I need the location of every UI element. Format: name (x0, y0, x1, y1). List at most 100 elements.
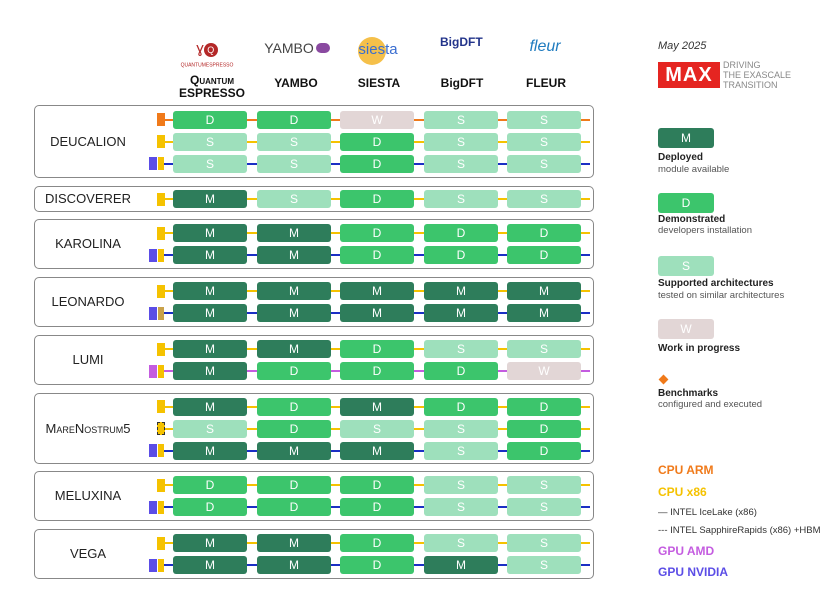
arch-tag-cpu-arm-chip-icon (157, 113, 165, 126)
status-cell: S (424, 154, 498, 173)
arch-tag-gpu-nvidia-chip-icon (158, 157, 164, 170)
max-tagline: DRIVING THE EXASCALE TRANSITION (723, 60, 792, 90)
status-cell: D (340, 498, 414, 516)
arch-tag-cpu-x86-chip-icon (157, 135, 165, 148)
status-cell: S (507, 190, 581, 208)
status-cell: S (173, 154, 247, 173)
status-cell: S (424, 110, 498, 129)
status-cell: W (507, 362, 581, 380)
arch-tag-gpu-nvidia-chip-icon (158, 444, 164, 457)
status-cell: S (424, 534, 498, 552)
status-cell: S (257, 154, 331, 173)
status-cell: M (173, 190, 247, 208)
status-cell: D (257, 476, 331, 494)
status-cell: D (340, 132, 414, 151)
status-cell: M (507, 282, 581, 300)
arch-tag-cpu-x86-chip-icon (157, 400, 165, 413)
arch-tag-gpu-nvidia-chip-icon (158, 558, 164, 572)
machine-name: LEONARDO (51, 294, 125, 309)
status-cell: S (507, 534, 581, 552)
qe-logo-circle: Q (203, 42, 218, 57)
machine-name: MELUXINA (54, 488, 122, 503)
code-name-yambo: YAMBO (274, 76, 318, 90)
status-cell: M (257, 340, 331, 358)
arch-gpu-nvidia: GPU NVIDIA (658, 565, 729, 579)
arch-tag-gpu-nvidia-icon (149, 444, 157, 457)
legend-title-deployed: Deployed (658, 152, 704, 163)
status-cell: D (340, 224, 414, 242)
siesta-logo-sun (358, 37, 386, 65)
machine-name: VEGA (69, 546, 107, 561)
status-cell: M (173, 282, 247, 300)
arch-tag-cpu-x86-chip-icon (157, 226, 165, 240)
arch-tag-gpu-amd-icon (149, 364, 157, 378)
status-cell: S (424, 340, 498, 358)
code-name-fleur: FLEUR (526, 76, 566, 90)
machine-name: LUMI (72, 352, 104, 367)
status-cell: M (424, 282, 498, 300)
arch-tag-gpu-nvidia-icon (149, 500, 157, 514)
status-cell: D (257, 110, 331, 129)
status-cell: S (257, 190, 331, 208)
status-cell: S (424, 441, 498, 460)
arch-tag-cpu-x86-chip-icon (157, 478, 165, 492)
status-cell: D (257, 397, 331, 416)
status-cell: S (340, 419, 414, 438)
status-cell: D (340, 476, 414, 494)
status-cell: M (257, 282, 331, 300)
status-cell: D (340, 246, 414, 264)
legend-sub-benchmarks: configured and executed (658, 399, 763, 410)
legend-title-benchmarks: Benchmarks (658, 388, 719, 399)
arch-tag-cpu-x86-chip-icon (157, 284, 165, 298)
arch-gpu-amd: GPU AMD (658, 544, 715, 558)
date-label: May 2025 (658, 40, 707, 52)
arch-tag-gpu-nvidia-icon (149, 157, 157, 170)
status-cell: D (507, 441, 581, 460)
status-cell: D (257, 362, 331, 380)
arch-tag-gpu-nvidia-icon (149, 558, 157, 572)
status-cell: S (507, 132, 581, 151)
arch-tag-gpu-nvidia-chip-icon (158, 248, 164, 262)
status-cell: M (173, 556, 247, 574)
status-cell: S (507, 476, 581, 494)
status-cell: S (507, 154, 581, 173)
arch-tag-gpu-nvidia-chip-icon (158, 500, 164, 514)
legend-sub-demonstrated: developers installation (658, 225, 753, 236)
status-cell: D (507, 224, 581, 242)
status-cell: S (424, 132, 498, 151)
legend-sub-deployed: module available (658, 164, 730, 175)
arch-tag-cpu-x86-chip-icon (157, 192, 165, 206)
siesta-logo: siesta (350, 37, 406, 65)
code-name-qe: Quantum ESPRESSO (178, 73, 246, 100)
status-cell: S (507, 340, 581, 358)
status-cell: D (507, 419, 581, 438)
machine-name: MareNostrum5 (45, 420, 131, 436)
legend-swatch-wip: W (658, 319, 714, 339)
status-cell: M (173, 362, 247, 380)
status-cell: M (257, 441, 331, 460)
status-cell: M (257, 304, 331, 322)
yambo-logo-face (315, 43, 330, 53)
status-cell: M (173, 304, 247, 322)
code-name-siesta: SIESTA (357, 76, 401, 90)
status-cell: D (340, 362, 414, 380)
status-cell: M (257, 534, 331, 552)
status-cell: D (340, 534, 414, 552)
status-cell: S (424, 190, 498, 208)
status-cell: S (173, 132, 247, 151)
status-cell: M (340, 282, 414, 300)
arch-cpu-arm: CPU ARM (658, 463, 714, 477)
status-cell: M (173, 246, 247, 264)
legend-swatch-supported: S (658, 256, 714, 276)
status-cell: S (424, 476, 498, 494)
legend-title-demonstrated: Demonstrated (658, 214, 726, 225)
legend-swatch-demonstrated: D (658, 193, 714, 213)
status-cell: D (424, 246, 498, 264)
status-cell: M (173, 534, 247, 552)
status-cell: D (424, 397, 498, 416)
legend-title-wip: Work in progress (658, 343, 741, 354)
quantum-espresso-logo: ɣ QQUANTUMESPRESSO (180, 40, 234, 69)
status-cell: D (340, 154, 414, 173)
status-cell: W (340, 110, 414, 129)
status-cell: D (340, 190, 414, 208)
